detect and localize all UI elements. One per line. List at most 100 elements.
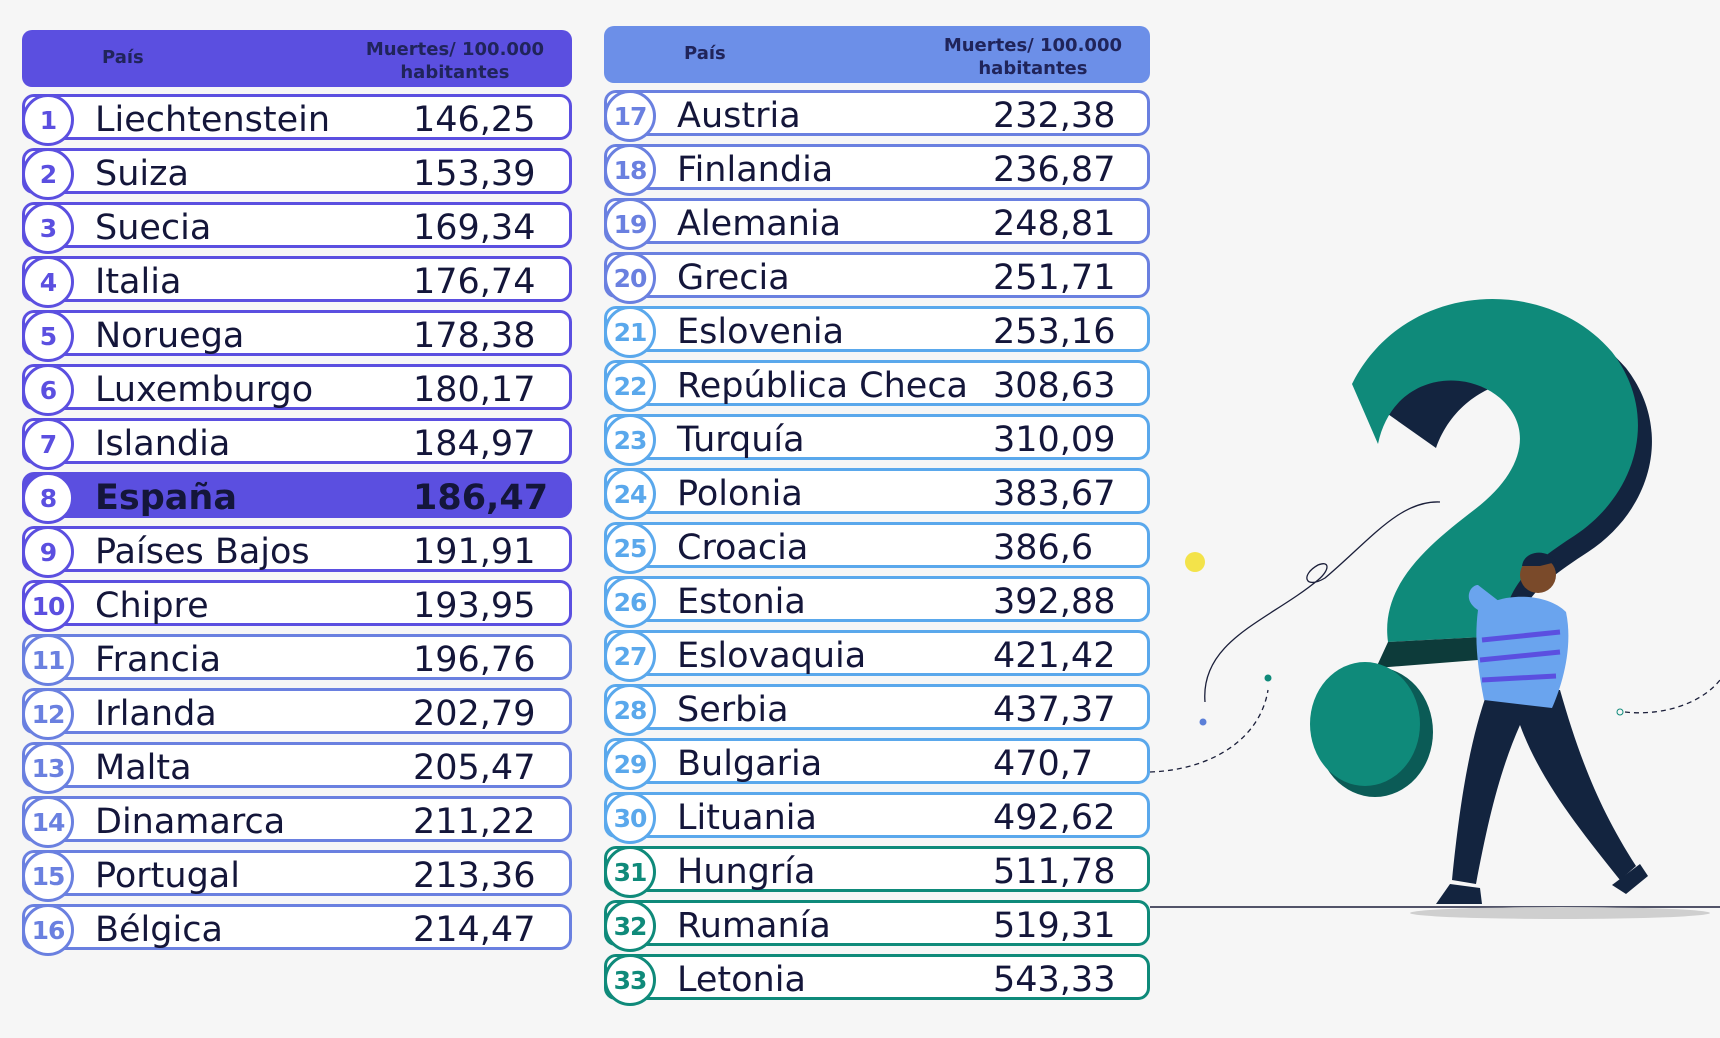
death-rate-value: 169,34: [413, 208, 536, 248]
table-row: 21 Eslovenia 253,16: [604, 306, 1150, 358]
table-rows-right: 17 Austria 232,38 18 Finlandia 236,87 19 Aleman…: [604, 90, 1150, 1006]
header-value: Muertes/ 100.000 habitantes: [365, 39, 544, 83]
table-row: 9 Países Bajos 191,91: [22, 526, 572, 578]
rank-badge: 26: [604, 576, 656, 628]
country-name: Finlandia: [677, 150, 834, 190]
table-row: 31 Hungría 511,78: [604, 846, 1150, 898]
person-arm: [1468, 585, 1500, 610]
table-row: 22 República Checa 308,63: [604, 360, 1150, 412]
person-hair: [1522, 552, 1556, 566]
country-name: Luxemburgo: [95, 370, 314, 410]
table-row: 29 Bulgaria 470,7: [604, 738, 1150, 790]
country-name: Francia: [95, 640, 222, 680]
country-name: Austria: [677, 96, 801, 136]
rank-badge: 21: [604, 306, 656, 358]
rank-badge: 4: [22, 256, 74, 308]
rank-badge: 22: [604, 360, 656, 412]
rank-badge: 3: [22, 202, 74, 254]
table-row: 10 Chipre 193,95: [22, 580, 572, 632]
rank-badge: 2: [22, 148, 74, 200]
table-header: País Muertes/ 100.000 habitantes: [604, 26, 1150, 83]
rank-badge: 20: [604, 252, 656, 304]
country-name: Bulgaria: [677, 744, 823, 784]
death-rate-value: 213,36: [413, 856, 536, 896]
death-rate-value: 251,71: [993, 258, 1116, 298]
death-rate-value: 308,63: [993, 366, 1116, 406]
rank-badge: 30: [604, 792, 656, 844]
death-rate-value: 421,42: [993, 636, 1116, 676]
death-rate-value: 236,87: [993, 150, 1116, 190]
table-row: 4 Italia 176,74: [22, 256, 572, 308]
blue-dot: [1199, 718, 1207, 726]
country-name: Noruega: [95, 316, 245, 356]
death-rate-value: 180,17: [413, 370, 536, 410]
death-rate-value: 232,38: [993, 96, 1116, 136]
country-name: Alemania: [677, 204, 842, 244]
table-row: 7 Islandia 184,97: [22, 418, 572, 470]
country-name: Bélgica: [95, 910, 223, 950]
ranking-table-left: País Muertes/ 100.000 habitantes 1 Liecht…: [22, 30, 572, 958]
table-row: 6 Luxemburgo 180,17: [22, 364, 572, 416]
country-name: Hungría: [677, 852, 816, 892]
country-name: Croacia: [677, 528, 809, 568]
rank-badge: 28: [604, 684, 656, 736]
country-name: Polonia: [677, 474, 803, 514]
table-row: 20 Grecia 251,71: [604, 252, 1150, 304]
table-header: País Muertes/ 100.000 habitantes: [22, 30, 572, 87]
country-name: Suiza: [95, 154, 189, 194]
rank-badge: 23: [604, 414, 656, 466]
rank-badge: 9: [22, 526, 74, 578]
country-name: Islandia: [95, 424, 231, 464]
rank-badge: 18: [604, 144, 656, 196]
country-name: Suecia: [95, 208, 212, 248]
rank-badge: 1: [22, 94, 74, 146]
death-rate-value: 386,6: [993, 528, 1094, 568]
table-row: 26 Estonia 392,88: [604, 576, 1150, 628]
death-rate-value: 214,47: [413, 910, 536, 950]
country-name: Dinamarca: [95, 802, 286, 842]
rank-badge: 15: [22, 850, 74, 902]
table-row: 13 Malta 205,47: [22, 742, 572, 794]
rank-badge: 32: [604, 900, 656, 952]
table-row: 8 España 186,47: [22, 472, 572, 524]
table-row: 15 Portugal 213,36: [22, 850, 572, 902]
table-row: 25 Croacia 386,6: [604, 522, 1150, 574]
table-row: 16 Bélgica 214,47: [22, 904, 572, 956]
death-rate-value: 253,16: [993, 312, 1116, 352]
death-rate-value: 383,67: [993, 474, 1116, 514]
rank-badge: 16: [22, 904, 74, 956]
death-rate-value: 196,76: [413, 640, 536, 680]
rank-badge: 14: [22, 796, 74, 848]
country-name: Países Bajos: [95, 532, 310, 572]
death-rate-value: 205,47: [413, 748, 536, 788]
country-name: República Checa: [677, 366, 969, 406]
table-row: 14 Dinamarca 211,22: [22, 796, 572, 848]
death-rate-value: 519,31: [993, 906, 1116, 946]
country-name: Eslovaquia: [677, 636, 867, 676]
country-name: Lituania: [677, 798, 817, 838]
table-row: 28 Serbia 437,37: [604, 684, 1150, 736]
rank-badge: 8: [22, 472, 74, 524]
rank-badge: 13: [22, 742, 74, 794]
rank-badge: 6: [22, 364, 74, 416]
country-name: Chipre: [95, 586, 209, 626]
table-row: 19 Alemania 248,81: [604, 198, 1150, 250]
death-rate-value: 492,62: [993, 798, 1116, 838]
table-row: 12 Irlanda 202,79: [22, 688, 572, 740]
dashed-curve: [1149, 689, 1269, 773]
death-rate-value: 184,97: [413, 424, 536, 464]
table-row: 24 Polonia 383,67: [604, 468, 1150, 520]
table-row: 11 Francia 196,76: [22, 634, 572, 686]
table-row: 5 Noruega 178,38: [22, 310, 572, 362]
country-name: Rumanía: [677, 906, 831, 946]
yellow-dot: [1185, 552, 1205, 572]
sweater-stripes: [1479, 629, 1561, 683]
rank-badge: 27: [604, 630, 656, 682]
death-rate-value: 178,38: [413, 316, 536, 356]
table-row: 33 Letonia 543,33: [604, 954, 1150, 1006]
death-rate-value: 146,25: [413, 100, 536, 140]
country-name: Italia: [95, 262, 182, 302]
rank-badge: 12: [22, 688, 74, 740]
table-row: 23 Turquía 310,09: [604, 414, 1150, 466]
